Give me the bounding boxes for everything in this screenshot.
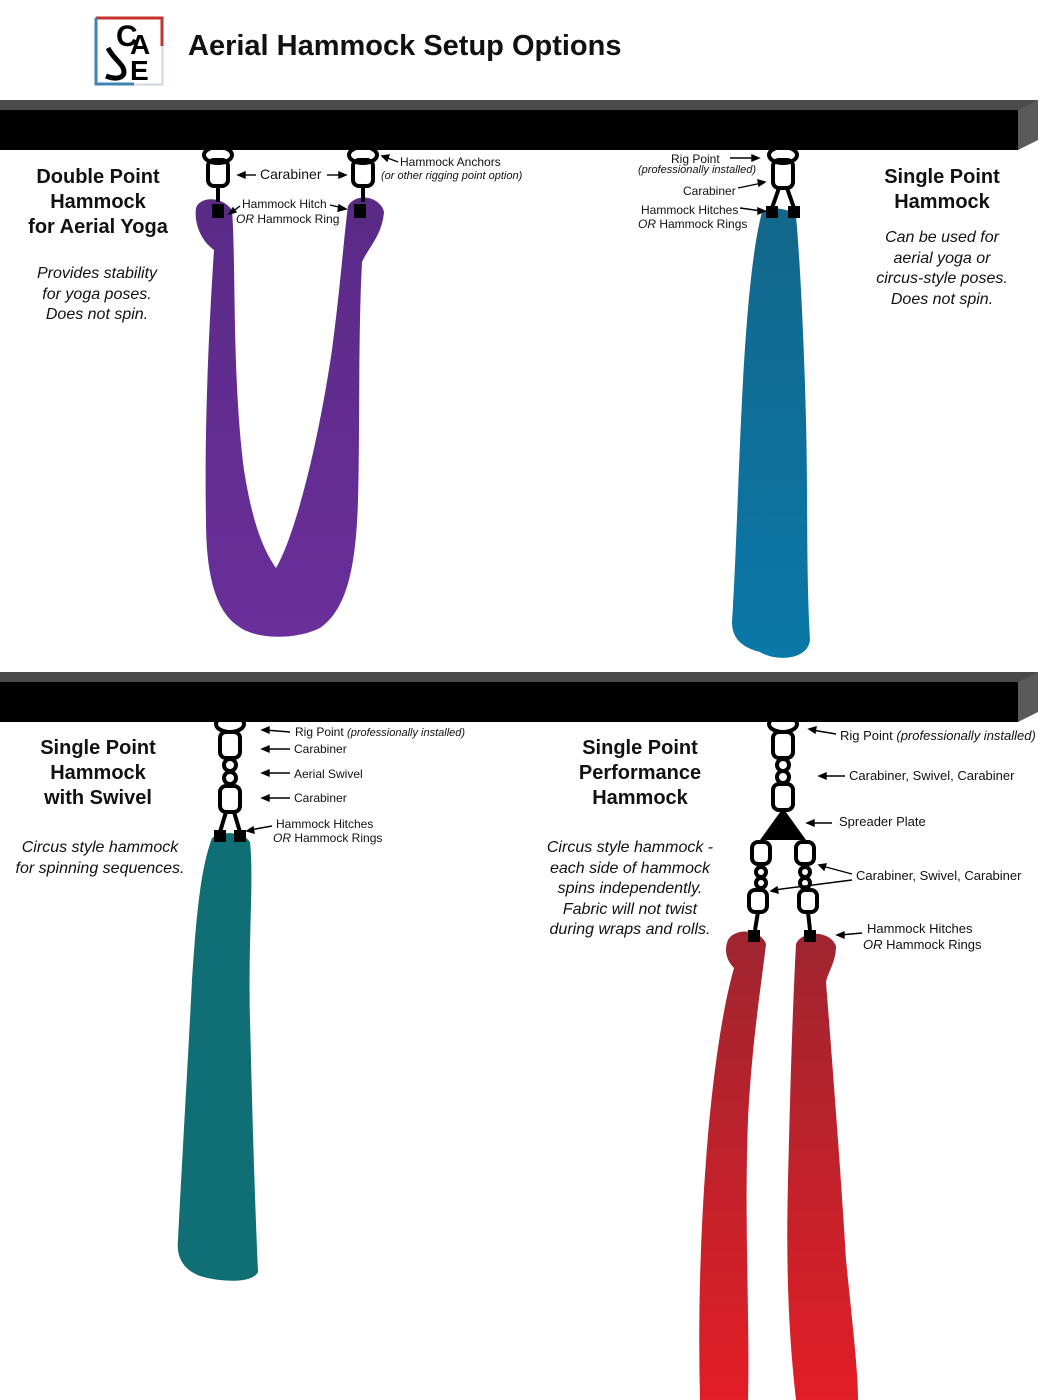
carabiner-label: Carabiner [683,184,736,198]
rings-text: Hammock Rings [886,937,982,952]
single-point-heading: Single Point Hammock [862,165,1022,215]
spreader-plate-icon [760,808,806,840]
desc-line: during wraps and rolls. [549,921,711,938]
desc-line: each side of hammock [549,859,711,877]
carabiner-label: Carabiner [294,742,347,756]
desc-line: for spinning sequences. [15,859,185,877]
performance-hardware [747,714,819,931]
heading-line: Single Point [582,737,698,759]
hitches-label: Hammock Hitches [641,203,739,217]
svg-text:E: E [130,55,149,86]
cae-logo: C A E [94,16,164,86]
anchors-label: Hammock Anchors [400,155,501,169]
page-title: Aerial Hammock Setup Options [188,30,622,62]
rings-label: OR Hammock Rings [863,938,981,952]
double-point-heading: Double Point Hammock for Aerial Yoga [18,165,178,240]
teal-hammock [177,833,258,1281]
heading-line: with Swivel [44,787,152,809]
label-arrows [227,153,863,940]
swivel-label: Aerial Swivel [294,767,363,781]
beam-bottom [0,672,1038,722]
desc-line: Circus style hammock - [546,839,714,856]
svg-text:C: C [116,20,138,53]
desc-line: Does not spin. [890,290,994,308]
rings-text: Hammock Rings [294,831,383,845]
desc-line: for yoga poses. [42,285,152,303]
carabiner-swivel-label: Carabiner, Swivel, Carabiner [856,868,1022,883]
or-text: OR [236,212,254,226]
desc-line: spins independently. [557,880,703,897]
rig-point-label: Rig Point (professionally installed) [840,729,1036,743]
rings-label: OR Hammock Rings [638,217,747,231]
red-hammock-left [699,931,766,1400]
carabiner-swivel-label: Carabiner, Swivel, Carabiner [849,768,1015,783]
blue-hammock [732,208,810,658]
rig-text: Rig Point [840,728,893,743]
hitches-label: Hammock Hitches [867,921,973,936]
rings-label: OR Hammock Rings [273,831,382,845]
heading-line: Double Point [36,166,160,188]
heading-line: Hammock [894,191,990,213]
carabiner-label: Carabiner [260,166,322,182]
anchors-sub-label: (or other rigging point option) [381,170,523,182]
desc-line: aerial yoga or [893,249,991,267]
single-point-description: Can be used for aerial yoga or circus-st… [856,228,1028,310]
or-text: OR [863,937,883,952]
heading-line: Hammock [592,787,688,809]
rig-point-label: Rig Point [671,152,720,166]
rig-point-label: Rig Point (professionally installed) [295,725,465,740]
performance-heading: Single Point Performance Hammock [560,736,720,811]
heading-line: for Aerial Yoga [28,216,168,238]
ring-text: Hammock Ring [257,212,340,226]
double-point-description: Provides stability for yoga poses. Does … [10,264,184,326]
rig-text: Rig Point [295,725,344,739]
rig-point-sub-label: (professionally installed) [638,164,756,176]
swivel-hardware [214,714,246,833]
desc-line: circus-style poses. [876,270,1008,287]
double-point-hardware [202,145,379,202]
spreader-plate-label: Spreader Plate [839,814,926,829]
heading-line: Hammock [50,191,146,213]
heading-line: Hammock [50,762,146,784]
red-hammock-right [787,933,858,1400]
rings-text: Hammock Rings [659,217,748,231]
svg-text:A: A [130,29,150,60]
heading-line: Single Point [884,166,1000,188]
swivel-heading: Single Point Hammock with Swivel [18,736,178,811]
heading-line: Performance [578,762,702,784]
desc-line: Does not spin. [45,306,149,323]
or-text: OR [638,217,656,231]
swivel-description: Circus style hammock for spinning sequen… [4,838,196,879]
or-text: OR [273,831,291,845]
hitch-label: Hammock Hitch [242,197,327,211]
desc-line: Provides stability [36,265,158,282]
performance-description: Circus style hammock - each side of hamm… [530,838,730,941]
rig-sub-text: (professionally installed) [896,728,1036,743]
hitches-label: Hammock Hitches [276,817,374,831]
desc-line: Can be used for [885,229,999,246]
single-point-hardware [767,145,799,209]
heading-line: Single Point [40,737,156,759]
rig-sub-text: (professionally installed) [347,727,466,739]
carabiner-label: Carabiner [294,791,347,805]
beam-top [0,100,1038,150]
ring-label: OR Hammock Ring [236,212,339,226]
purple-hammock [195,197,384,637]
desc-line: Fabric will not twist [562,900,698,918]
desc-line: Circus style hammock [21,839,179,856]
